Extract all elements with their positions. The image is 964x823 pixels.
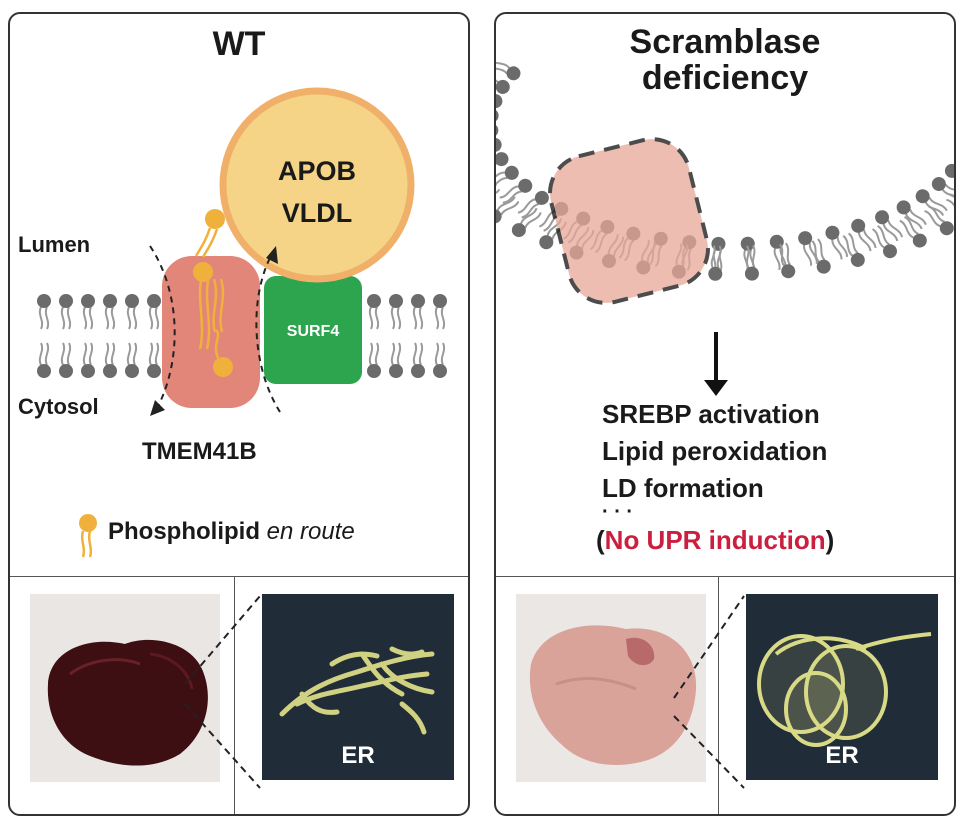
scramble-arrowhead-up — [266, 246, 278, 264]
lipid-molecule — [842, 232, 865, 267]
lipid-molecule — [499, 178, 533, 204]
wt-title: WT — [212, 25, 266, 63]
lipid-molecule — [896, 200, 927, 230]
wt-lipid-bilayer — [37, 294, 447, 378]
cytosol-label: Cytosol — [18, 394, 99, 419]
missing-tmem41b — [548, 137, 710, 305]
surf4-label: SURF4 — [287, 323, 340, 340]
lipid-molecule — [924, 205, 954, 236]
lipid-molecule — [496, 152, 509, 172]
surf4-protein — [264, 276, 362, 384]
sd-title-line2: deficiency — [641, 59, 809, 97]
lipid-molecule — [433, 342, 447, 378]
lipid-molecule — [496, 74, 510, 94]
phospholipid-legend-icon — [79, 514, 97, 558]
lipid-molecule — [496, 183, 501, 202]
scramble-arrow-up — [255, 253, 281, 413]
legend-text: Phospholipid en route — [108, 518, 355, 546]
lipid-molecule — [367, 342, 381, 378]
outcome-list: SREBP activation Lipid peroxidation LD f… — [602, 396, 828, 523]
legend-phospholipid: Phospholipid — [108, 518, 260, 545]
lipid-molecule — [496, 137, 502, 152]
lipid-molecule — [811, 238, 831, 274]
lipid-molecule — [825, 225, 848, 260]
vldl-label: VLDL — [282, 198, 353, 228]
lipid-molecule — [125, 342, 139, 378]
tmem41b-label: TMEM41B — [142, 438, 257, 465]
lipid-molecule — [59, 342, 73, 378]
lipid-molecule — [103, 342, 117, 378]
lipid-molecule — [708, 245, 723, 281]
sd-liver-photo — [516, 594, 706, 782]
wt-er-label: ER — [341, 742, 375, 769]
lipid-molecule — [931, 177, 954, 202]
apob-label: APOB — [278, 156, 356, 186]
lipid-molecule — [496, 196, 520, 224]
lipid-molecule — [367, 294, 381, 330]
lipid-molecule — [59, 294, 73, 330]
lipid-molecule — [81, 342, 95, 378]
lipid-molecule — [915, 189, 948, 217]
apob-vldl-particle — [219, 87, 415, 283]
sd-er-label: ER — [825, 742, 859, 769]
lipid-molecule — [511, 207, 542, 238]
sd-diagram — [496, 58, 954, 396]
sd-divider — [496, 576, 954, 577]
lipid-molecule — [517, 190, 549, 219]
lipid-molecule — [798, 231, 818, 266]
lipid-molecule — [389, 342, 403, 378]
wt-zoom-lines — [184, 595, 261, 789]
lipid-molecule — [496, 123, 499, 138]
wt-vertical-divider — [234, 576, 235, 814]
wt-panel: WT SURF4 APOB VLDL — [8, 12, 470, 816]
lipid-molecule — [851, 218, 877, 252]
lipid-molecule — [496, 108, 499, 123]
lipid-molecule — [779, 242, 796, 279]
outcome-ellipsis: · · · — [602, 501, 634, 523]
no-upr-note: (No UPR induction) — [596, 522, 834, 559]
lipid-molecule — [496, 58, 521, 81]
outcome-ld-formation: LD formation — [602, 473, 764, 503]
lipid-molecule — [103, 294, 117, 330]
sd-er-image: ER — [746, 594, 938, 780]
wt-divider — [10, 576, 468, 577]
lipid-molecule — [147, 342, 161, 378]
wt-liver-photo — [30, 594, 220, 782]
phospholipid-in-transit — [193, 209, 233, 377]
lipid-molecule — [37, 342, 51, 378]
wt-er-structure — [279, 646, 435, 735]
lipid-molecule — [147, 294, 161, 330]
lipid-molecule — [411, 342, 425, 378]
note-open-paren: ( — [596, 525, 605, 555]
lipid-molecule — [37, 294, 51, 330]
sd-title-line1: Scramblase — [629, 23, 821, 61]
lipid-molecule — [389, 294, 403, 330]
outcome-lipid-peroxidation: Lipid peroxidation — [602, 436, 828, 466]
wt-diagram: SURF4 APOB VLDL — [37, 87, 447, 558]
wt-er-image: ER — [262, 594, 454, 780]
lipid-molecule — [871, 225, 897, 259]
legend-en-route: en route — [266, 518, 355, 545]
sd-vertical-divider — [718, 576, 719, 814]
lipid-molecule — [81, 294, 95, 330]
sd-zoom-lines — [673, 595, 745, 789]
no-upr-text: No UPR induction — [604, 525, 826, 555]
lipid-molecule — [496, 94, 503, 109]
lipid-molecule — [433, 294, 447, 330]
lipid-molecule — [496, 165, 519, 188]
lipid-molecule — [411, 294, 425, 330]
lipid-molecule — [899, 216, 927, 248]
lumen-label: Lumen — [18, 232, 91, 257]
lipid-molecule — [944, 163, 954, 178]
scramble-arrowhead-down — [150, 400, 165, 416]
lipid-molecule — [125, 294, 139, 330]
lipid-molecule — [744, 244, 759, 281]
outcome-srebp: SREBP activation — [602, 399, 820, 429]
scramblase-deficiency-panel: Scramblase deficiency SREBP activation L… — [494, 12, 956, 816]
sd-er-structure — [757, 632, 932, 747]
lipid-molecule — [875, 210, 903, 242]
note-close-paren: ) — [825, 525, 835, 555]
tmem41b-protein — [162, 256, 260, 408]
effect-arrowhead — [704, 380, 728, 396]
